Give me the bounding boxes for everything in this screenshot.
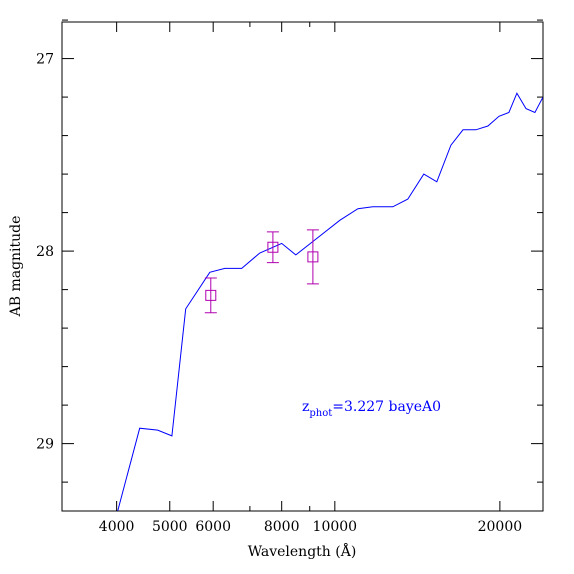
y-tick-label: 28: [36, 244, 54, 260]
model-line: [117, 92, 543, 511]
y-tick-label: 27: [36, 52, 54, 68]
annotation-text: =3.227 bayeA0: [332, 399, 441, 415]
y-axis-label: AB magnitude: [8, 216, 24, 318]
x-tick-label: 4000: [99, 519, 135, 535]
annotation-symbol: z: [302, 399, 309, 415]
x-tick-label: 6000: [195, 519, 231, 535]
x-tick-label: 10000: [313, 519, 358, 535]
annotation-subscript: phot: [309, 408, 332, 419]
photometry-point: [205, 289, 217, 301]
error-bar: [266, 231, 279, 264]
x-axis-label: Wavelength (Å): [248, 542, 357, 560]
plot-area: [117, 92, 543, 511]
x-tick-label: 5000: [152, 519, 188, 535]
error-bar: [204, 277, 217, 314]
y-tick-label: 29: [36, 437, 54, 453]
photometry-point: [307, 251, 319, 263]
plot-frame: [61, 21, 544, 512]
x-tick-label: 20000: [478, 519, 523, 535]
x-tick-label: 8000: [264, 519, 300, 535]
error-bar: [306, 229, 319, 285]
photometry-point: [267, 241, 279, 253]
annotation: zphot=3.227 bayeA0: [302, 399, 441, 419]
